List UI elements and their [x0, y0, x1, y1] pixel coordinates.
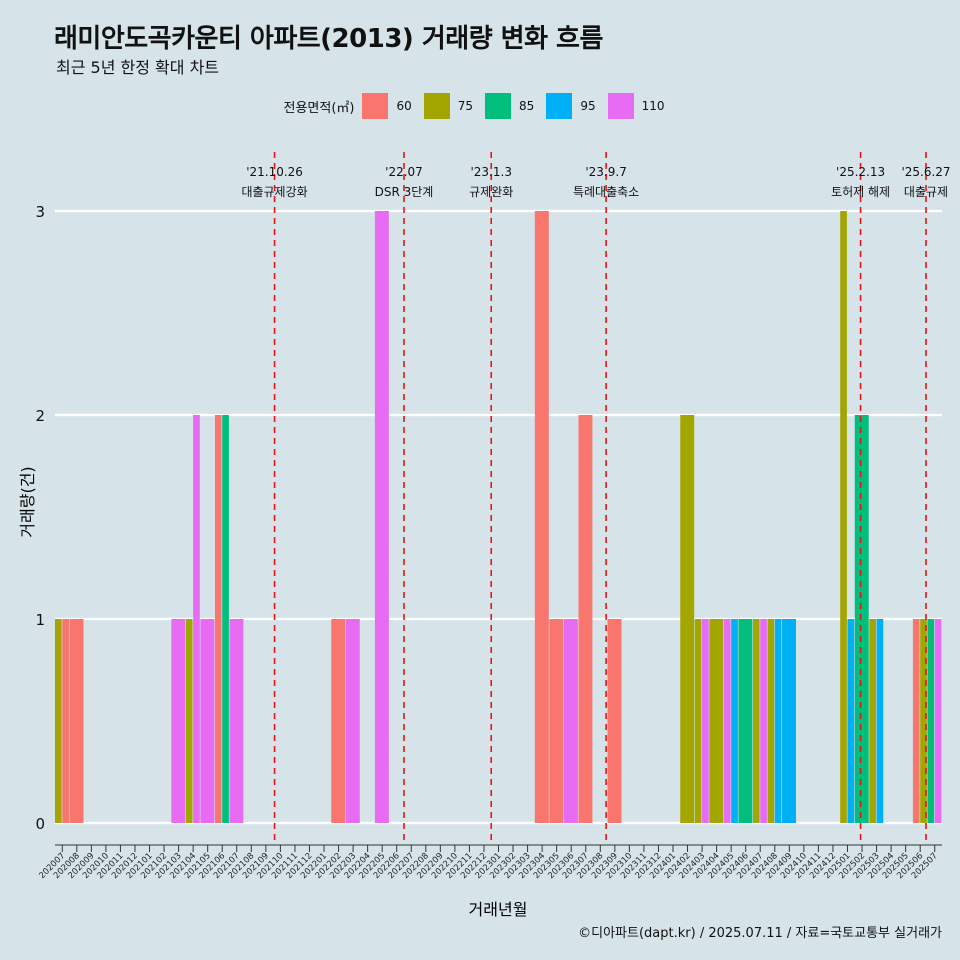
bar-202405-95 — [731, 619, 738, 823]
bar-202306-110 — [563, 619, 578, 823]
bar-202503-75 — [869, 619, 876, 823]
legend-item-60: 60 — [362, 93, 412, 119]
event-date: '22.07 — [385, 165, 423, 179]
bar-202402-75 — [680, 415, 695, 823]
x-axis-label: 거래년월 — [469, 900, 528, 919]
y-axis-label: 거래량(건) — [18, 466, 37, 537]
bar-202309-60 — [607, 619, 622, 823]
legend-swatch — [423, 93, 450, 119]
event-date: '21.10.26 — [246, 165, 303, 179]
bar-202406-85 — [738, 619, 753, 823]
y-tick-label: 3 — [35, 203, 45, 221]
bar-202408-95 — [774, 619, 782, 823]
event-date: '23.9.7 — [585, 165, 626, 179]
bar-202408-75 — [767, 619, 775, 823]
bar-202106-85 — [222, 415, 229, 823]
bar-202407-75 — [752, 619, 760, 823]
event-markers: '21.10.26 대출규제강화 '22.07 DSR 3단계 '23.1.3 규제완화 '… — [241, 152, 951, 845]
legend-label: 110 — [641, 99, 665, 113]
y-tick-label: 0 — [35, 815, 45, 833]
legend-item-75: 75 — [423, 93, 474, 119]
bar-202502-85 — [854, 415, 869, 823]
event-label: 규제완화 — [469, 185, 513, 199]
legend-label: 75 — [457, 99, 474, 113]
bar-202104-75 — [185, 619, 193, 823]
y-tick-label: 1 — [35, 611, 45, 629]
bar-202506-75 — [920, 619, 927, 823]
bar-202104-110 — [193, 415, 200, 823]
legend-swatch — [607, 93, 634, 119]
bar-202407-110 — [760, 619, 767, 823]
event-label: DSR 3단계 — [375, 185, 434, 199]
legend-label: 85 — [519, 99, 535, 113]
bar-202405-110 — [723, 619, 731, 823]
bar-202404-75 — [709, 619, 724, 823]
bar-202409-95 — [782, 619, 796, 823]
event-date: '23.1.3 — [470, 165, 511, 179]
bar-202507-110 — [934, 619, 942, 823]
legend-title: 전용면적(㎡) — [283, 100, 355, 116]
legend-item-95: 95 — [546, 93, 596, 119]
chart-subtitle: 최근 5년 한정 확대 차트 — [56, 58, 220, 77]
bar-202403-110 — [702, 619, 709, 823]
event-date: '25.2.13 — [836, 165, 885, 179]
bar-202007-60 — [62, 619, 69, 823]
bar-202501-75 — [840, 211, 847, 823]
bar-202103-110 — [171, 619, 186, 823]
event-date: '25.6.27 — [901, 165, 950, 179]
bar-202503-95 — [876, 619, 884, 823]
bars — [55, 211, 942, 823]
legend-item-110: 110 — [607, 93, 665, 119]
event-label: 특례대출축소 — [573, 185, 639, 199]
legend-swatch — [362, 93, 389, 119]
legend-swatch — [546, 93, 573, 119]
legend-item-85: 85 — [485, 93, 534, 119]
event-label: 토허제 해제 — [831, 185, 890, 199]
y-tick-label: 2 — [35, 407, 45, 425]
bar-202506-60 — [912, 619, 920, 823]
bar-202304-60 — [534, 211, 549, 823]
bar-202507-85 — [927, 619, 935, 823]
bar-202008-60 — [69, 619, 84, 823]
bar-202007-75 — [55, 619, 62, 823]
bar-202203-110 — [345, 619, 360, 823]
legend-swatch — [485, 93, 512, 119]
bar-202501-95 — [847, 619, 855, 823]
bar-202305-60 — [549, 619, 564, 823]
bar-202105-110 — [200, 619, 215, 823]
bar-202205-110 — [374, 211, 389, 823]
legend-label: 95 — [580, 99, 596, 113]
event-label: 대출규제 — [904, 185, 948, 199]
legend-label: 60 — [396, 99, 412, 113]
bar-202403-75 — [694, 619, 702, 823]
legend: 전용면적(㎡) 60 75 85 95 110 — [0, 93, 960, 119]
bar-202106-60 — [214, 415, 222, 823]
bar-202307-60 — [578, 415, 593, 823]
bar-202202-60 — [331, 619, 346, 823]
event-label: 대출규제강화 — [241, 185, 307, 199]
bar-202107-110 — [229, 619, 244, 823]
source-caption: ©디아파트(dapt.kr) / 2025.07.11 / 자료=국토교통부 실… — [578, 926, 942, 941]
chart-title: 래미안도곡카운티 아파트(2013) 거래량 변화 흐름 — [54, 24, 603, 54]
